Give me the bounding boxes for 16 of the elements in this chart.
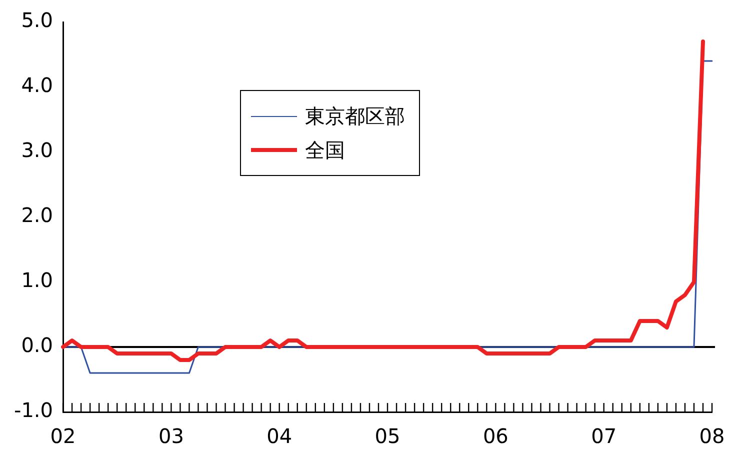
x-tick-label: 05 xyxy=(374,424,400,448)
y-tick-label: -1.0 xyxy=(14,398,54,422)
x-tick-label: 06 xyxy=(482,424,508,448)
x-tick-label: 08 xyxy=(699,424,725,448)
x-tick-label: 02 xyxy=(50,424,76,448)
legend-label: 東京都区部 xyxy=(305,103,405,130)
y-tick-label: 5.0 xyxy=(21,8,54,32)
x-tick-label: 04 xyxy=(266,424,292,448)
y-tick-label: 3.0 xyxy=(21,138,54,162)
x-tick-label: 07 xyxy=(591,424,617,448)
y-tick-label: 4.0 xyxy=(21,73,54,98)
y-tick-label: 1.0 xyxy=(21,268,54,292)
x-tick-label: 03 xyxy=(158,424,184,448)
y-tick-label: 0.0 xyxy=(21,333,54,358)
y-tick-label: 2.0 xyxy=(21,203,54,228)
legend-label: 全国 xyxy=(305,137,345,164)
